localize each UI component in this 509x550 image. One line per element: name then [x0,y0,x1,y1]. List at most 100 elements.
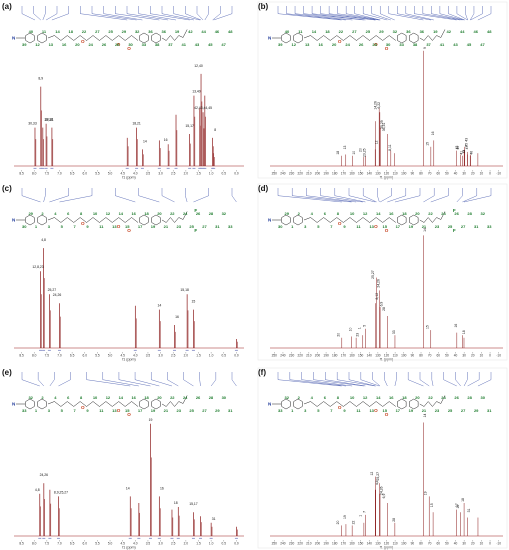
carbon-number: 22 [170,395,175,400]
x-tick-label: 130 [375,542,381,546]
atom-label: O [81,39,85,44]
peak-label: 18,21 [132,122,141,126]
x-tick-label: 8.0 [32,354,37,358]
assignment-leader [199,379,201,387]
benzene-ring [281,214,291,226]
assignment-leader [462,195,477,203]
x-axis: 8.5 8.0 7.5 7.0 6.5 6.0 5.5 5.0 4.5 4.0 3.5 3.0 2.5 2… [19,170,239,180]
x-tick-label: 3.0 [158,172,163,176]
carbon-number: 46 [474,29,479,34]
carbon-number: 16 [62,42,67,47]
x-tick-label: 3.0 [158,542,163,546]
x-axis: 8.5 8.0 7.5 7.0 6.5 6.0 5.5 5.0 4.5 4.0 3.5 3.0 2.5 2… [19,540,239,550]
carbon-number: 2 [298,211,301,216]
x-tick-label: 230 [289,172,295,176]
spectrum-peaks [341,235,465,348]
x-tick-label: 140 [367,542,373,546]
carbon-number: 30 [128,42,133,47]
x-tick-label: 80 [419,542,423,546]
peak-label: 4,8 [41,238,46,242]
assignment-leader [348,379,376,387]
peak-label: 25,27 [371,270,375,279]
x-tick-label: 160 [349,354,355,358]
assignment-leader [210,379,217,387]
carbon-number: 8 [80,211,83,216]
carbon-number: 5 [317,224,320,229]
assignment-leader [363,195,377,203]
x-tick-label: 3.5 [146,172,151,176]
peak-label: 33 [392,330,396,334]
ester-tail [419,395,446,407]
peak-label: 16 [454,324,458,328]
carbon-number: 20 [157,211,162,216]
x-tick-label: 50 [445,542,449,546]
panel-label: (d) [258,184,269,193]
carbon-number: 19 [151,224,156,229]
x-tick-label: 0.5 [222,354,227,358]
assignment-leader [354,13,381,21]
carbon-number: 7 [74,224,77,229]
assignment-leader [183,379,194,387]
benzene-ring [139,214,149,226]
x-tick-label: 140 [367,354,373,358]
assignment-leader [286,13,346,21]
x-tick-label: 250 [272,542,278,546]
carbon-number: 15 [125,408,130,413]
carbon-number: 33 [142,42,147,47]
x-tick-label: 7.5 [45,354,50,358]
peak-label: 24,26 [53,293,62,297]
carbon-number: 15 [125,224,130,229]
carbon-number: 25 [366,29,371,34]
atom-label: O [385,412,389,417]
peak-label: 15 [425,325,429,329]
atom-label: F [453,208,456,213]
assignment-leader [325,379,366,387]
x-tick-label: 180 [332,172,338,176]
carbon-number: 29 [122,29,127,34]
peak-label: 8,12 [375,293,379,300]
carbon-number: 21 [422,408,427,413]
carbon-number: 3 [48,408,51,413]
x-tick-label: 240 [280,542,286,546]
panel-label: (e) [2,368,12,377]
carbon-number: 30 [22,224,27,229]
x-tick-label: 90 [411,354,415,358]
peak-label: 1 [357,327,361,329]
x-axis: 250 240 230 220 210 200 190 180 170 160 150 140 130 1… [272,540,501,550]
panel-frame [257,1,508,179]
assignment-leader [103,13,143,21]
x-tick-label: 1.5 [196,172,201,176]
peak-label: 14 [126,486,130,490]
carbon-number: 8 [80,395,83,400]
carbon-number: 19 [409,408,414,413]
spectrum-peaks [39,423,238,536]
x-tick-label: 90 [411,542,415,546]
peak-label: 20 [336,520,340,524]
carbon-number: 16 [131,211,136,216]
carbon-number: 14 [119,211,124,216]
carbon-number: 14 [376,211,381,216]
x-tick-label: 2.5 [171,354,176,358]
assignment-strip [21,188,237,203]
x-tick-label: 210 [306,172,312,176]
peak-label: 35,29 [380,120,384,129]
carbon-number: 40 [285,29,290,34]
carbon-number: 13 [112,408,117,413]
peak-label: 8,9,25,27 [54,490,68,494]
x-tick-label: 30 [462,172,466,176]
peak-label: 25,27 [376,472,380,481]
x-tick-label: 6.0 [83,172,88,176]
carbon-number: 25 [448,408,453,413]
alkyl-chain [303,401,396,407]
carbon-number: 17 [138,224,143,229]
panel-e: (e)NOOO333212345678910111213141516171819… [2,368,244,550]
x-tick-label: 200 [315,172,321,176]
peak-label: 30,33 [28,122,37,126]
carbon-number: 32 [393,29,398,34]
carbon-number: 3 [304,224,307,229]
x-tick-label: 70 [428,172,432,176]
peak-label: 19 [149,418,153,422]
